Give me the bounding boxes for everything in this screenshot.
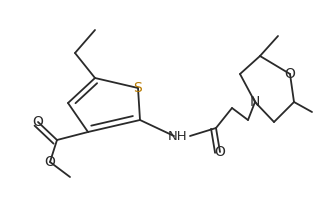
Text: O: O [215,145,225,159]
Text: O: O [33,115,44,129]
Text: S: S [134,81,142,95]
Text: O: O [284,67,295,81]
Text: O: O [44,155,55,169]
Text: N: N [250,95,260,109]
Text: NH: NH [168,129,188,142]
